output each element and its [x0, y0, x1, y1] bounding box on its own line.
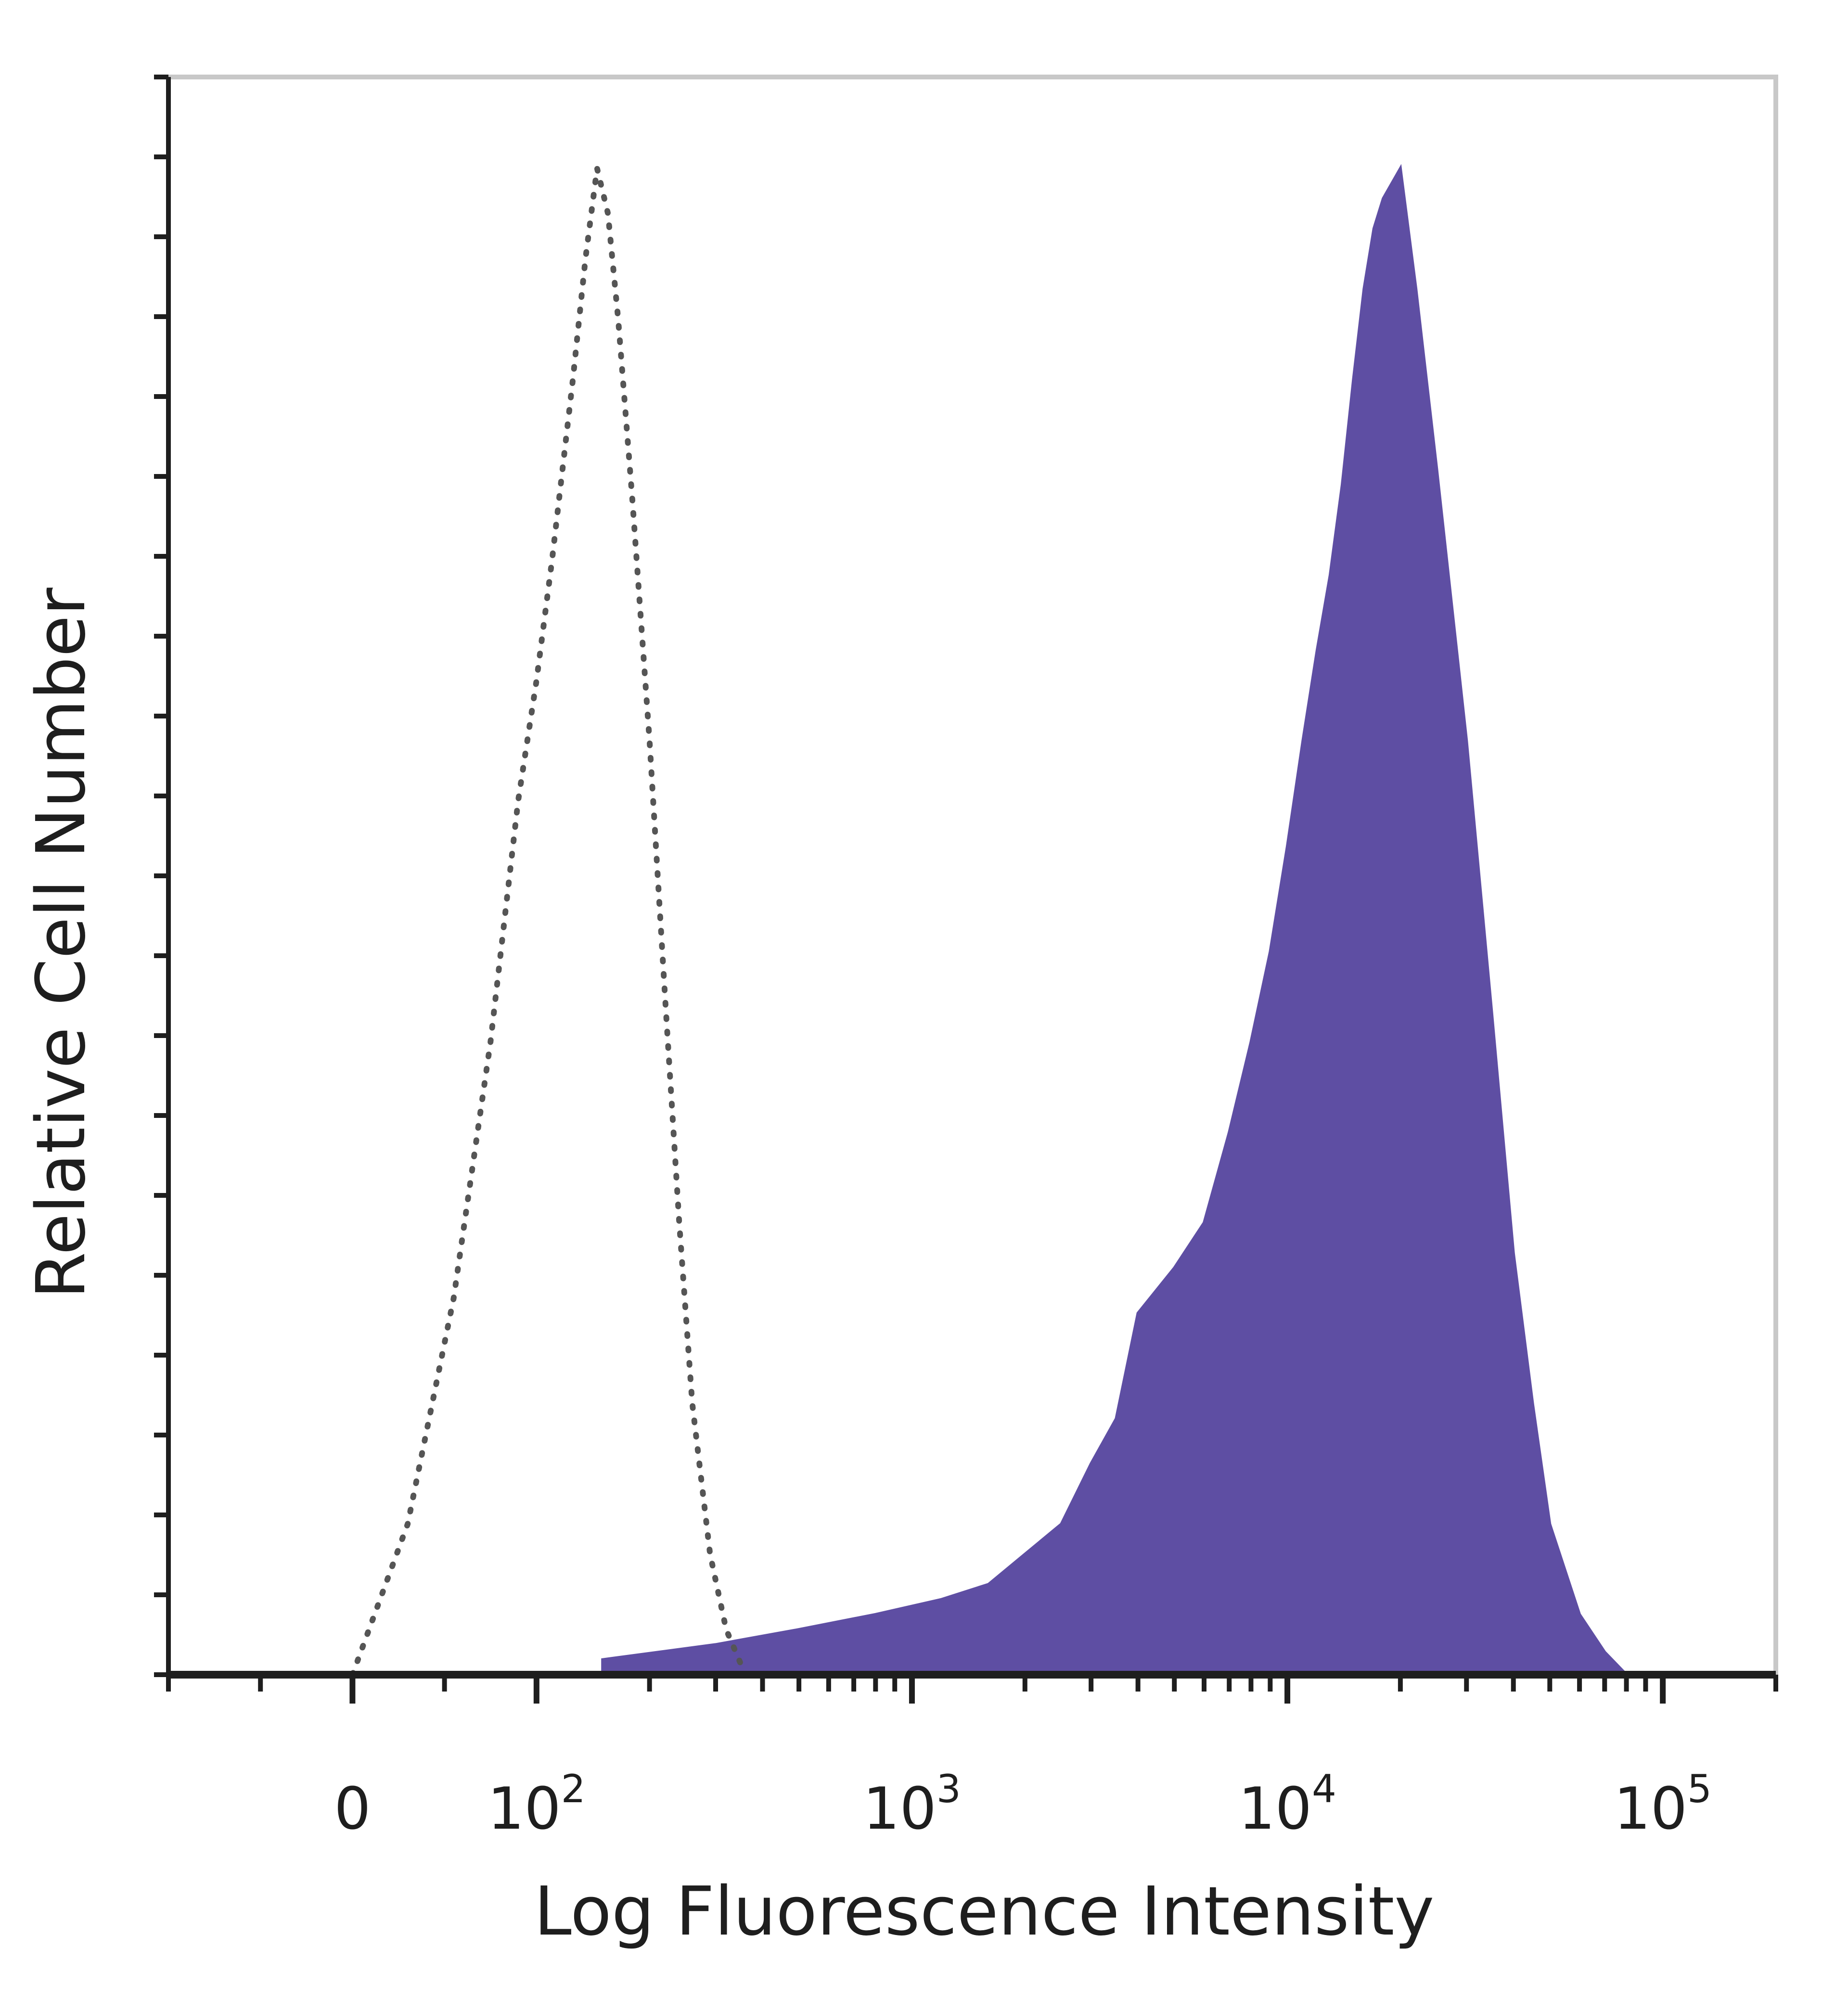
x-tick-label: 0 [334, 1776, 371, 1843]
x-axis-label: Log Fluorescence Intensity [534, 1872, 1435, 1951]
y-ticks [154, 75, 168, 1677]
y-axis-label: Relative Cell Number [22, 588, 101, 1299]
x-ticks [166, 1675, 1778, 1704]
x-tick-label: 105 [1614, 1767, 1712, 1843]
x-tick-labels: 0 102 103 104 105 [334, 1767, 1712, 1843]
x-tick-label: 103 [863, 1767, 961, 1843]
stained-sample-histogram [601, 164, 1630, 1676]
isotype-control-histogram [349, 167, 748, 1678]
x-tick-label: 102 [488, 1767, 586, 1843]
x-tick-label: 104 [1238, 1767, 1336, 1843]
series-layer [349, 164, 1630, 1678]
